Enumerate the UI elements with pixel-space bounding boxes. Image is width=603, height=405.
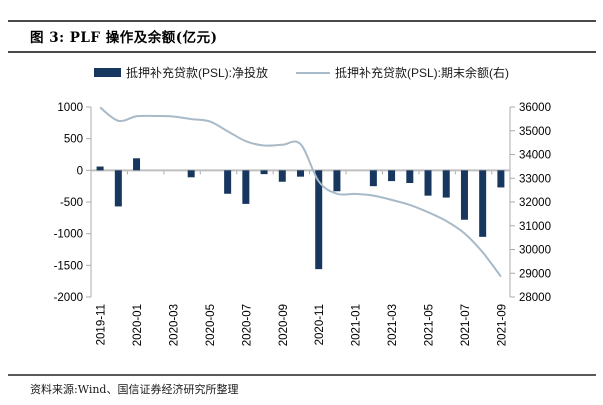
axis-tick-label: 500 (64, 134, 83, 146)
axis-tick-label: 2021-03 (387, 304, 399, 346)
bar-2020-09 (278, 170, 286, 182)
axis-tick-label: 35000 (519, 126, 551, 138)
legend-item-balance: 抵押补充贷款(PSL):期末余额(右) (296, 64, 509, 81)
bar-2019-12 (114, 170, 122, 207)
bar-swatch-icon (93, 68, 121, 77)
legend-label-balance: 抵押补充贷款(PSL):期末余额(右) (335, 66, 510, 80)
axis-tick-label: 2020-03 (168, 304, 180, 346)
bar-2021-09 (497, 170, 505, 188)
balance-line (99, 106, 502, 278)
axis-tick-label: 2021-05 (424, 304, 436, 346)
axis-tick-label: 2020-05 (205, 304, 217, 346)
bar-2020-10 (297, 170, 304, 177)
axis-tick-label: 31000 (519, 221, 551, 233)
source-note: 资料来源:Wind、国信证券经济研究所整理 (30, 383, 239, 396)
axis-tick-label: 2020-11 (314, 304, 326, 345)
chart-legend: 抵押补充贷款(PSL):净投放 抵押补充贷款(PSL):期末余额(右) (0, 64, 603, 81)
bar-2020-11 (315, 170, 323, 270)
axis-tick-label: 34000 (519, 150, 551, 162)
bar-2021-07 (460, 170, 468, 220)
axis-tick-label: 2020-09 (278, 304, 290, 346)
axis-tick-label: 2021-01 (351, 304, 363, 346)
chart-area: 1000 500 0 -500 -1000 -1500 -2000 36000 35000 340… (0, 88, 603, 373)
axis-tick-label: 28000 (519, 292, 551, 304)
axis-tick-label: 33000 (519, 173, 551, 185)
axis-tick-label: -1000 (54, 229, 83, 241)
footer-rule (8, 374, 596, 376)
legend-label-net-injection: 抵押补充贷款(PSL):净投放 (125, 66, 268, 80)
bar-2021-04 (406, 170, 414, 183)
axis-tick-label: 2020-01 (132, 304, 144, 346)
bar-2020-08 (260, 170, 268, 175)
bar-2020-12 (333, 170, 341, 192)
axis-tick-label: 36000 (519, 102, 551, 114)
axis-tick-label: -1500 (54, 260, 83, 272)
line-swatch-icon (296, 71, 330, 74)
axis-tick-label: 2021-07 (460, 304, 472, 346)
bar-2020-06 (224, 170, 232, 194)
axis-tick-label: 30000 (519, 245, 551, 257)
legend-item-net-injection: 抵押补充贷款(PSL):净投放 (93, 64, 268, 81)
bar-2020-01 (133, 158, 141, 171)
bar-2020-04 (187, 170, 195, 178)
bar-2021-06 (442, 170, 450, 198)
axis-tick-label: 1000 (57, 102, 83, 114)
axis-tick-label: 0 (77, 165, 83, 177)
bar-2021-05 (424, 170, 432, 196)
title-divider-rule (8, 51, 596, 53)
axis-tick-label: 2021-09 (496, 304, 508, 346)
bar-2020-07 (242, 170, 250, 204)
bar-2021-03 (388, 170, 396, 182)
axis-tick-label: 2020-07 (241, 304, 253, 346)
top-rule (8, 20, 596, 22)
axis-tick-label: 32000 (519, 197, 551, 209)
axis-tick-label: 2019-11 (96, 304, 108, 345)
axis-tick-label: -2000 (54, 292, 83, 304)
bar-2019-11 (96, 166, 104, 171)
bar-2021-02 (369, 170, 377, 187)
axis-tick-label: -500 (60, 197, 83, 209)
chart-svg: 1000 500 0 -500 -1000 -1500 -2000 36000 35000 340… (54, 102, 551, 346)
figure-title: 图 3: PLF 操作及余额(亿元) (30, 30, 218, 46)
axis-tick-label: 29000 (519, 268, 551, 280)
bar-2021-08 (479, 170, 487, 237)
